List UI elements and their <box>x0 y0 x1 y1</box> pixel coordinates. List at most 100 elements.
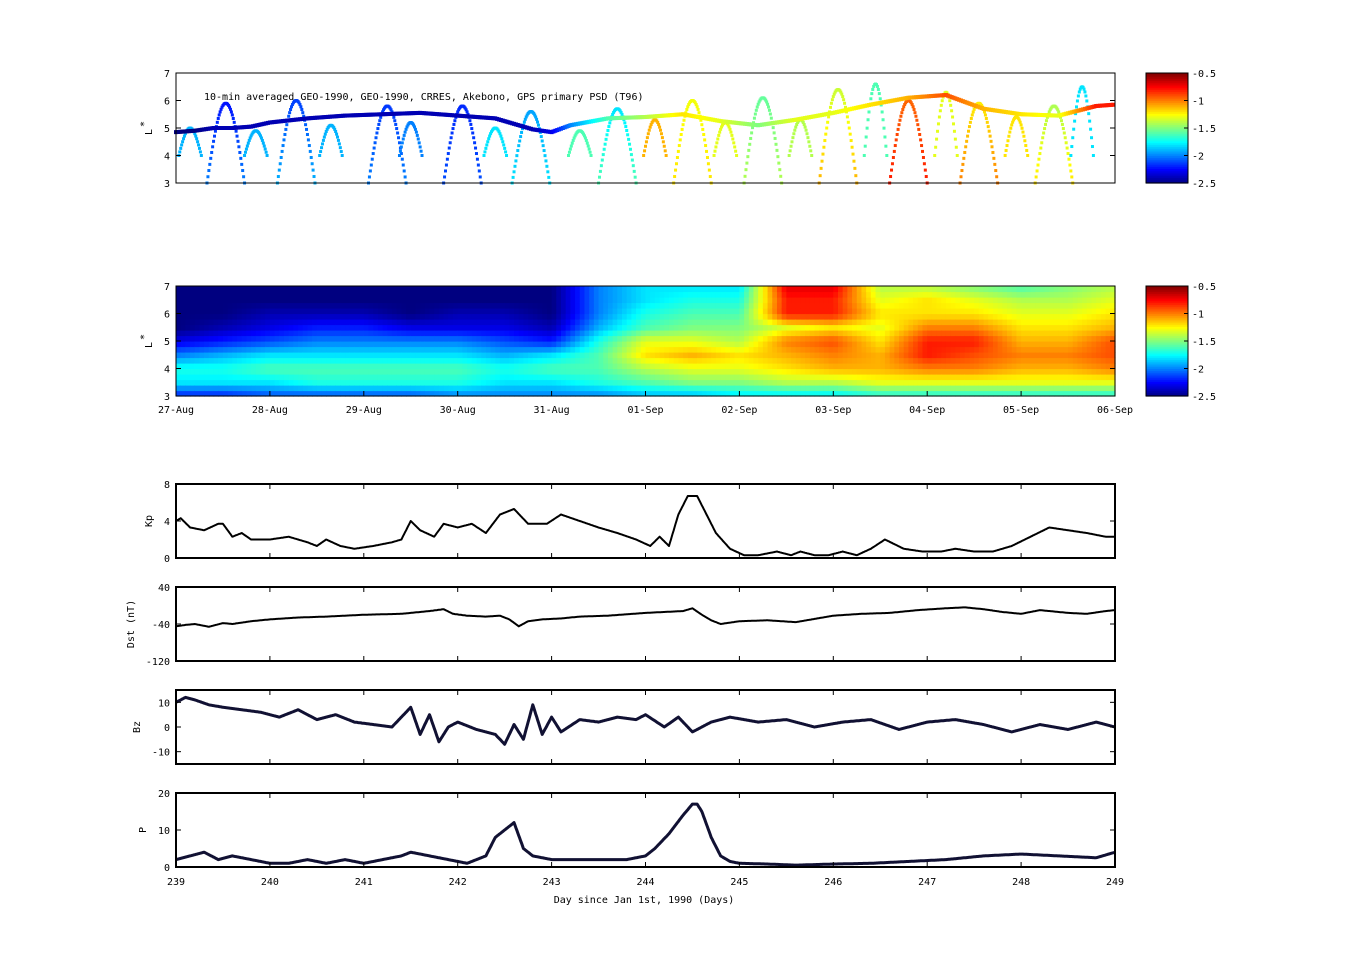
heatmap-cell <box>856 308 863 315</box>
heatmap-cell <box>345 335 351 342</box>
heatmap-cell <box>899 291 905 298</box>
heatmap-cell <box>396 319 402 326</box>
heatmap-cell <box>776 352 783 359</box>
heatmap-cell <box>842 390 848 397</box>
heatmap-cell <box>626 319 633 326</box>
heatmap-cell <box>875 319 881 326</box>
heatmap-cell <box>560 330 567 337</box>
heatmap-cell <box>269 379 276 386</box>
heatmap-cell <box>645 324 651 331</box>
heatmap-cell <box>842 313 848 320</box>
heatmap-cell <box>542 346 548 353</box>
heatmap-cell <box>640 324 647 331</box>
orbit-pass-point <box>630 158 634 162</box>
heatmap-cell <box>908 352 914 359</box>
heatmap-cell <box>640 363 647 370</box>
heatmap-cell <box>786 341 792 348</box>
orbit-pass-point <box>897 123 901 127</box>
heatmap-cell <box>622 341 628 348</box>
heatmap-cell <box>556 324 562 331</box>
heatmap-cell <box>354 352 360 359</box>
heatmap-cell <box>194 379 201 386</box>
heatmap-cell <box>213 313 219 320</box>
orbit-pass-point <box>985 120 989 124</box>
heatmap-cell <box>565 352 571 359</box>
heatmap-cell <box>983 291 989 298</box>
orbit-pass-point <box>754 108 758 112</box>
heatmap-cell <box>941 352 947 359</box>
secondary-pass-point <box>936 129 940 133</box>
secondary-pass-point <box>955 154 959 157</box>
heatmap-cell <box>589 374 595 381</box>
heatmap-cell <box>847 335 853 342</box>
heatmap-cell <box>523 291 529 298</box>
heatmap-cell <box>406 286 412 293</box>
heatmap-cell <box>584 368 590 375</box>
heatmap-cell <box>861 286 867 293</box>
secondary-pass-point <box>801 120 805 124</box>
heatmap-cell <box>330 385 337 392</box>
heatmap-cell <box>438 352 445 359</box>
heatmap-cell <box>185 308 191 315</box>
heatmap-cell <box>377 286 384 293</box>
heatmap-cell <box>762 357 769 364</box>
heatmap-cell <box>767 368 773 375</box>
psd-observed-y-tick-label: 4 <box>164 152 170 163</box>
heatmap-cell <box>659 346 665 353</box>
heatmap-cell <box>725 291 731 298</box>
heatmap-cell <box>753 302 759 309</box>
orbit-pass-point <box>227 103 231 107</box>
heatmap-cell <box>509 297 515 304</box>
heatmap-cell <box>917 352 924 359</box>
heatmap-cell <box>1002 368 1008 375</box>
heatmap-cell <box>983 335 989 342</box>
heatmap-cell <box>945 313 952 320</box>
heatmap-cell <box>570 319 576 326</box>
heatmap-cell <box>786 390 792 397</box>
heatmap-cell <box>776 368 783 375</box>
heatmap-cell <box>462 330 468 337</box>
heatmap-cell <box>213 368 219 375</box>
heatmap-cell <box>758 291 764 298</box>
heatmap-cell <box>917 357 924 364</box>
heatmap-cell <box>978 302 985 309</box>
heatmap-cell <box>791 352 797 359</box>
orbit-pass-point <box>1045 115 1049 119</box>
heatmap-cell <box>711 291 717 298</box>
orbit-pass-point <box>1039 146 1043 150</box>
heatmap-cell <box>814 363 820 370</box>
heatmap-cell <box>194 335 201 342</box>
heatmap-cell <box>823 302 830 309</box>
orbit-pass-point <box>965 139 969 143</box>
heatmap-cell <box>654 374 661 381</box>
heatmap-cell <box>199 368 205 375</box>
heatmap-cell <box>668 368 675 375</box>
heatmap-cell <box>730 324 736 331</box>
heatmap-cell <box>913 379 919 386</box>
heatmap-cell <box>495 368 501 375</box>
heatmap-cell <box>434 335 440 342</box>
heatmap-cell <box>809 302 816 309</box>
heatmap-cell <box>809 313 816 320</box>
psd-observed-colorbar-swatch <box>1146 100 1188 103</box>
secondary-pass-point <box>197 143 201 147</box>
heatmap-cell <box>734 363 740 370</box>
heatmap-cell <box>556 352 562 359</box>
heatmap-cell <box>373 368 379 375</box>
heatmap-cell <box>406 324 412 331</box>
heatmap-cell <box>734 286 740 293</box>
heatmap-cell <box>828 319 834 326</box>
heatmap-cell <box>931 341 938 348</box>
orbit-pass-point <box>232 120 236 124</box>
heatmap-cell <box>673 286 679 293</box>
psd-observed-colorbar-swatch <box>1146 155 1188 158</box>
heatmap-cell <box>565 319 571 326</box>
heatmap-cell <box>640 313 647 320</box>
heatmap-cell <box>969 313 975 320</box>
heatmap-cell <box>988 379 994 386</box>
heatmap-cell <box>800 319 806 326</box>
heatmap-cell <box>960 346 966 353</box>
heatmap-cell <box>964 319 971 326</box>
heatmap-cell <box>391 324 398 331</box>
heatmap-cell <box>617 390 623 397</box>
